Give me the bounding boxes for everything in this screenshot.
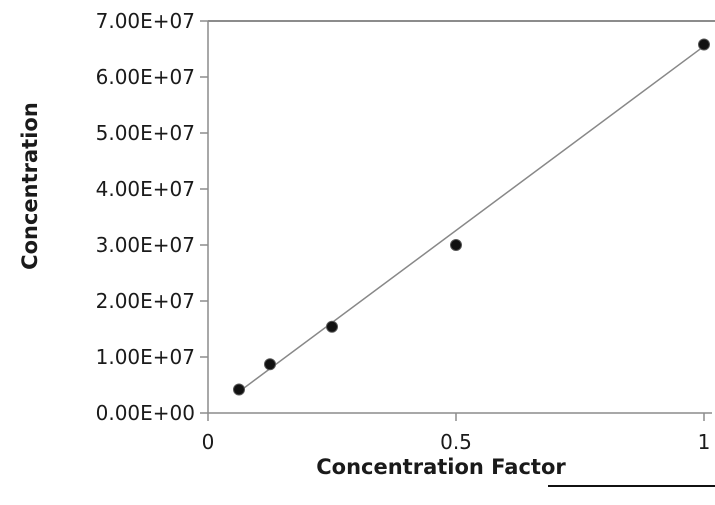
y-tick-label: 0.00E+00	[96, 401, 195, 425]
trendline-group	[238, 45, 705, 393]
y-tick-label: 2.00E+07	[96, 289, 195, 313]
y-tick-label: 5.00E+07	[96, 121, 195, 145]
x-tick-label: 0	[202, 430, 215, 454]
y-tick-label: 6.00E+07	[96, 65, 195, 89]
data-point	[698, 38, 710, 51]
plot-frame	[207, 20, 715, 487]
x-tick-label: 1	[698, 430, 711, 454]
data-points	[233, 38, 710, 396]
y-tick-label: 7.00E+07	[96, 9, 195, 33]
data-point	[233, 383, 245, 396]
data-point	[326, 320, 338, 333]
x-axis-ticks: 0 0.5 1	[202, 413, 711, 454]
y-axis-ticks: 0.00E+00 1.00E+07 2.00E+07 3.00E+07 4.00E+07…	[96, 9, 208, 425]
y-tick-label: 3.00E+07	[96, 233, 195, 257]
y-tick-label: 1.00E+07	[96, 345, 195, 369]
x-tick-label: 0.5	[440, 430, 472, 454]
data-point	[450, 239, 462, 251]
x-axis-title: Concentration Factor	[316, 455, 566, 479]
y-axis-title: Concentration	[18, 102, 42, 270]
y-tick-label: 4.00E+07	[96, 177, 195, 201]
data-point	[264, 358, 276, 371]
trendline	[238, 45, 705, 393]
